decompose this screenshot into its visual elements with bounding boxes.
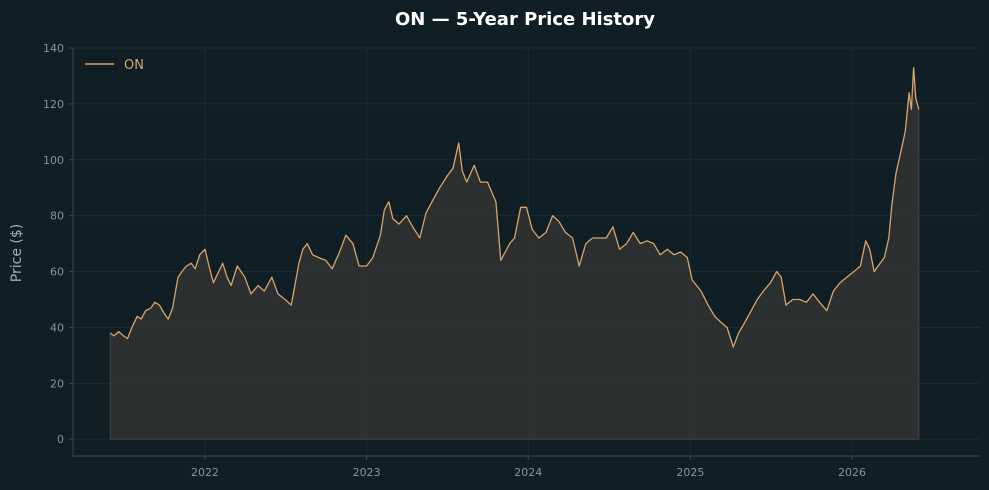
chart-title: ON — 5-Year Price History [395,9,655,30]
tick-labels: 0 20 40 60 80 100 120 140 2022 2023 2024 2025 2026 [43,42,866,479]
y-tick-label: 20 [50,377,64,390]
y-tick-label: 100 [43,154,64,167]
legend: ON [85,58,144,73]
series-area-fill [110,67,919,440]
y-tick-label: 80 [50,210,64,223]
x-tick-label: 2023 [353,466,381,479]
x-tick-label: 2024 [514,466,542,479]
x-tick-label: 2025 [676,466,704,479]
y-axis-label: Price ($) [9,224,25,282]
y-tick-label: 120 [43,98,64,111]
y-tick-label: 40 [50,321,64,334]
y-tick-label: 60 [50,266,64,279]
legend-label: ON [124,58,144,73]
series-line [109,66,920,348]
y-tick-label: 140 [43,42,64,55]
y-tick-label: 0 [57,433,64,446]
plot-area [109,66,920,440]
x-tick-label: 2026 [838,466,866,479]
x-tick-label: 2022 [191,466,219,479]
axes [69,47,980,460]
